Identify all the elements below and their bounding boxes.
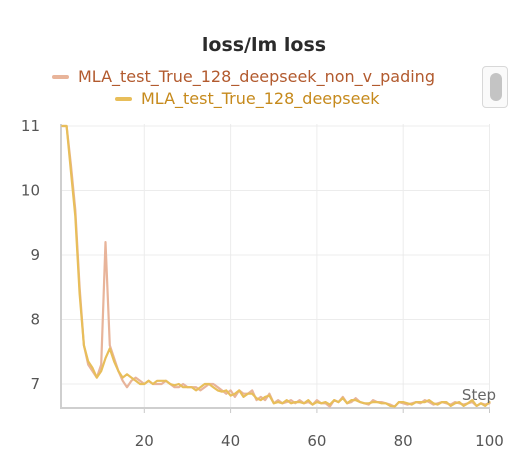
- series-lines: [61, 124, 491, 408]
- x-axis: 20 40 60 80 100: [60, 407, 504, 450]
- chart-title: loss/lm loss: [201, 34, 327, 56]
- legend-label: MLA_test_True_128_deepseek_non_v_pading: [78, 67, 435, 86]
- x-tick-label: 80: [394, 432, 413, 450]
- x-tick-label: 60: [307, 432, 326, 450]
- legend-label: MLA_test_True_128_deepseek: [141, 89, 380, 108]
- y-axis: 7 8 9 10 11: [21, 117, 62, 408]
- x-axis-title: Step: [462, 386, 496, 404]
- legend-swatch: [52, 74, 69, 79]
- y-tick-label: 7: [30, 375, 40, 393]
- grid: [60, 124, 490, 408]
- y-tick-label: 9: [30, 246, 40, 264]
- y-tick-label: 10: [21, 182, 40, 200]
- legend-item-deepseek[interactable]: MLA_test_True_128_deepseek: [115, 89, 380, 108]
- legend-item-non-v-pading[interactable]: MLA_test_True_128_deepseek_non_v_pading: [52, 67, 435, 86]
- y-tick-label: 8: [30, 311, 40, 329]
- legend-swatch: [115, 96, 132, 101]
- series-line-0: [61, 124, 491, 408]
- y-tick-label: 11: [21, 117, 40, 135]
- series-line-1: [61, 124, 491, 408]
- x-tick-label: 20: [135, 432, 154, 450]
- x-tick-label: 100: [475, 432, 504, 450]
- legend-scroll-thumb[interactable]: [490, 73, 502, 101]
- legend-scrollbar[interactable]: [482, 66, 508, 108]
- x-tick-label: 40: [221, 432, 240, 450]
